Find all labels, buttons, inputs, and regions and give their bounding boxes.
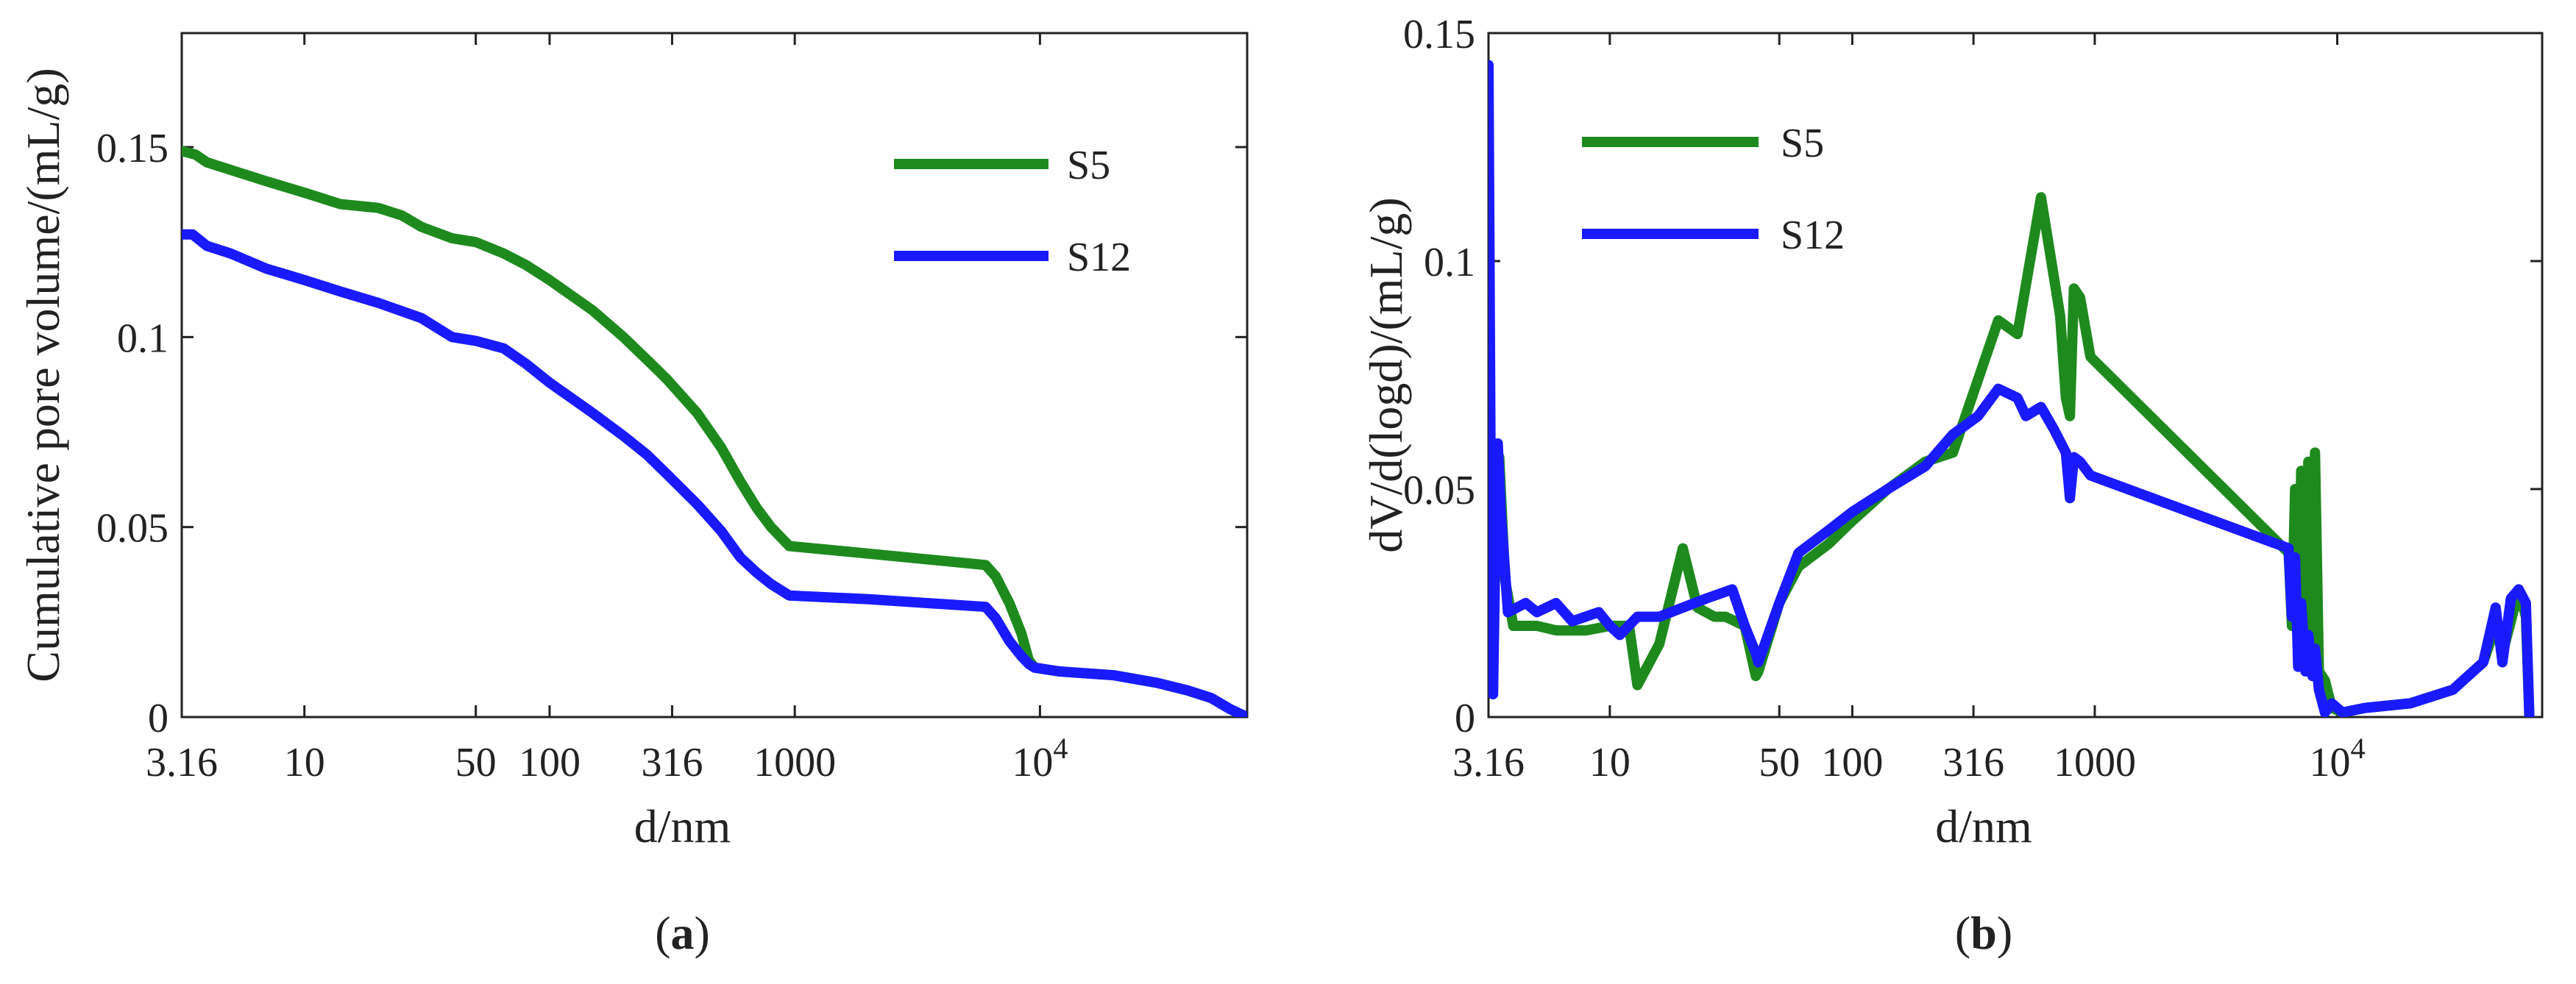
y-tick-label: 0.1: [1424, 240, 1475, 285]
y-tick-label: 0.05: [1403, 468, 1475, 513]
y-tick-label: 0.15: [96, 126, 168, 171]
y-tick-label: 0.05: [96, 506, 168, 552]
y-axis-label: dV/d(logd)/(mL/g): [1360, 197, 1412, 552]
plot-frame: [180, 32, 1249, 719]
x-tick-label: 3.16: [146, 740, 218, 785]
x-axis-label: d/nm: [1935, 800, 2032, 852]
x-tick-label: 100: [519, 740, 581, 785]
x-tick-label: 50: [1759, 740, 1800, 785]
x-axis-label: d/nm: [634, 800, 731, 852]
x-tick-label: 104: [2310, 732, 2366, 785]
x-tick-label: 316: [641, 740, 703, 785]
x-tick-label: 10: [1589, 740, 1631, 785]
x-tick-label: 316: [1942, 740, 2004, 785]
panel-label: (b): [1955, 907, 2012, 959]
y-tick-label: 0: [1455, 696, 1475, 741]
y-tick-label: 0: [148, 696, 168, 741]
x-tick-label: 50: [455, 740, 497, 785]
legend-label-s12: S12: [1067, 235, 1131, 280]
y-tick-label: 0.15: [1403, 12, 1475, 57]
chart-dv-dlogd: 3.16 10 50 100 316 1000 104 0 0.05 0.1 0.15 d/nm dV/…: [1360, 12, 2544, 959]
x-tick-label: 3.16: [1452, 740, 1525, 785]
series-line-s12: [182, 229, 1247, 717]
y-axis-label: Cumulative pore volume/(mL/g): [17, 68, 69, 682]
x-tick-label: 104: [1012, 732, 1068, 785]
legend-label-s5: S5: [1781, 121, 1824, 166]
y-tick-label: 0.1: [117, 315, 168, 361]
x-tick-label: 1000: [753, 740, 836, 785]
panel-label: (a): [655, 907, 710, 959]
legend-label-s5: S5: [1067, 143, 1110, 188]
x-tick-label: 100: [1821, 740, 1883, 785]
chart-cumulative-pore-volume: 3.16 10 50 100 316 1000 104 0 0.05 0.1 0.15 d/nm Cum…: [17, 32, 1249, 959]
legend-label-s12: S12: [1781, 213, 1845, 258]
x-tick-label: 10: [284, 740, 325, 785]
series-line-s12: [1489, 60, 2535, 717]
x-tick-label: 1000: [2054, 740, 2136, 785]
